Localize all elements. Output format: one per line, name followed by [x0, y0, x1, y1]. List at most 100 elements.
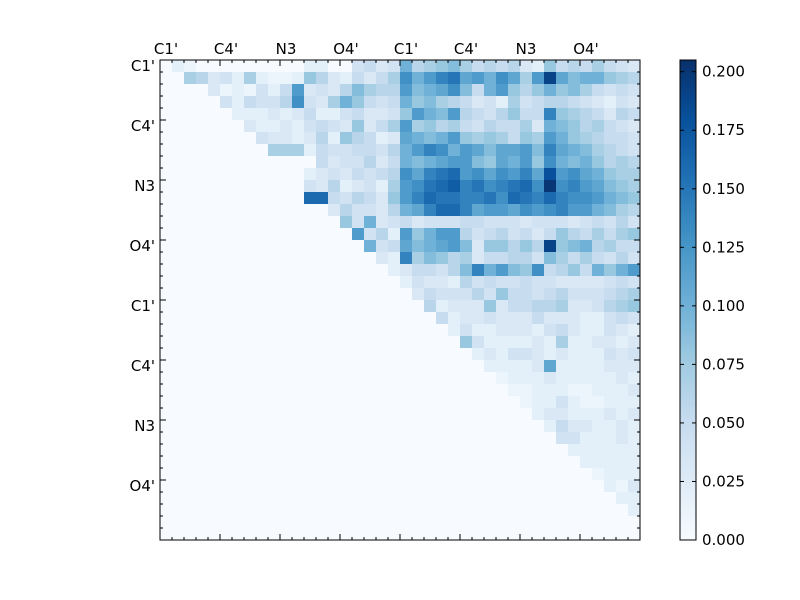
heatmap-cell	[460, 180, 473, 193]
heatmap-cell	[160, 108, 173, 121]
heatmap-cell	[496, 120, 509, 133]
heatmap-cell	[328, 288, 341, 301]
heatmap-cell	[376, 72, 389, 85]
heatmap-cell	[244, 252, 257, 265]
heatmap-cell	[292, 228, 305, 241]
heatmap-cell	[196, 504, 209, 517]
heatmap-cell	[592, 252, 605, 265]
heatmap-cell	[556, 120, 569, 133]
heatmap-cell	[544, 324, 557, 337]
heatmap-cell	[280, 384, 293, 397]
heatmap-cell	[196, 300, 209, 313]
heatmap-cell	[544, 120, 557, 133]
heatmap-cell	[328, 84, 341, 97]
heatmap-cell	[316, 396, 329, 409]
heatmap-cell	[568, 60, 581, 73]
heatmap-cell	[268, 72, 281, 85]
heatmap-cell	[568, 456, 581, 469]
heatmap-cell	[208, 360, 221, 373]
heatmap-cell	[472, 456, 485, 469]
heatmap-cell	[556, 396, 569, 409]
heatmap-cell	[508, 492, 521, 505]
heatmap-cell	[340, 120, 353, 133]
heatmap-cell	[604, 516, 617, 529]
heatmap-cell	[604, 444, 617, 457]
heatmap-cell	[280, 444, 293, 457]
heatmap-cell	[484, 192, 497, 205]
heatmap-cell	[184, 480, 197, 493]
heatmap-cell	[352, 240, 365, 253]
heatmap-cell	[352, 204, 365, 217]
heatmap-cell	[544, 240, 557, 253]
heatmap-cell	[484, 360, 497, 373]
heatmap-cell	[628, 360, 641, 373]
heatmap-cell	[580, 240, 593, 253]
heatmap-cell	[364, 144, 377, 157]
heatmap-cell	[436, 120, 449, 133]
heatmap-cell	[340, 288, 353, 301]
heatmap-cell	[484, 456, 497, 469]
heatmap-cell	[352, 516, 365, 529]
heatmap-cell	[580, 204, 593, 217]
heatmap-cell	[196, 408, 209, 421]
heatmap-cell	[544, 216, 557, 229]
heatmap-cell	[472, 432, 485, 445]
heatmap-cell	[592, 108, 605, 121]
heatmap-cell	[472, 372, 485, 385]
heatmap-cell	[436, 216, 449, 229]
heatmap-cell	[376, 180, 389, 193]
heatmap-cell	[196, 468, 209, 481]
heatmap-cell	[424, 324, 437, 337]
heatmap-cell	[280, 432, 293, 445]
heatmap-cell	[280, 288, 293, 301]
heatmap-cell	[340, 312, 353, 325]
heatmap-cell	[544, 312, 557, 325]
heatmap-cell	[616, 468, 629, 481]
heatmap-cell	[436, 96, 449, 109]
heatmap-cell	[508, 312, 521, 325]
heatmap-cell	[220, 312, 233, 325]
heatmap-cell	[304, 84, 317, 97]
heatmap-cell	[172, 228, 185, 241]
heatmap-cell	[436, 420, 449, 433]
heatmap-cell	[376, 60, 389, 73]
heatmap-cell	[424, 312, 437, 325]
heatmap-cell	[616, 180, 629, 193]
heatmap-cell	[160, 156, 173, 169]
heatmap-cell	[568, 168, 581, 181]
heatmap-cell	[484, 324, 497, 337]
heatmap-cell	[436, 192, 449, 205]
heatmap-cell	[568, 516, 581, 529]
heatmap-cell	[376, 348, 389, 361]
heatmap-cell	[472, 216, 485, 229]
heatmap-cell	[484, 108, 497, 121]
heatmap-cell	[448, 480, 461, 493]
heatmap-cell	[400, 240, 413, 253]
heatmap-cell	[376, 492, 389, 505]
heatmap-cell	[292, 156, 305, 169]
heatmap-cell	[436, 204, 449, 217]
heatmap-cell	[424, 168, 437, 181]
heatmap-cell	[160, 180, 173, 193]
heatmap-cell	[340, 192, 353, 205]
heatmap-cell	[556, 492, 569, 505]
heatmap-cell	[556, 240, 569, 253]
heatmap-cell	[244, 276, 257, 289]
heatmap-cell	[592, 480, 605, 493]
heatmap-cell	[388, 276, 401, 289]
heatmap-cell	[268, 240, 281, 253]
heatmap-cell	[580, 108, 593, 121]
heatmap-cell	[580, 468, 593, 481]
colorbar-tick-label: 0.200	[702, 63, 745, 81]
heatmap-cell	[580, 276, 593, 289]
heatmap-cell	[424, 144, 437, 157]
heatmap-cell	[184, 336, 197, 349]
heatmap-cell	[160, 240, 173, 253]
heatmap-cell	[316, 216, 329, 229]
heatmap-cell	[292, 144, 305, 157]
heatmap-cell	[232, 156, 245, 169]
heatmap-cell	[184, 396, 197, 409]
heatmap-cell	[196, 348, 209, 361]
heatmap-cell	[472, 288, 485, 301]
heatmap-cell	[508, 180, 521, 193]
